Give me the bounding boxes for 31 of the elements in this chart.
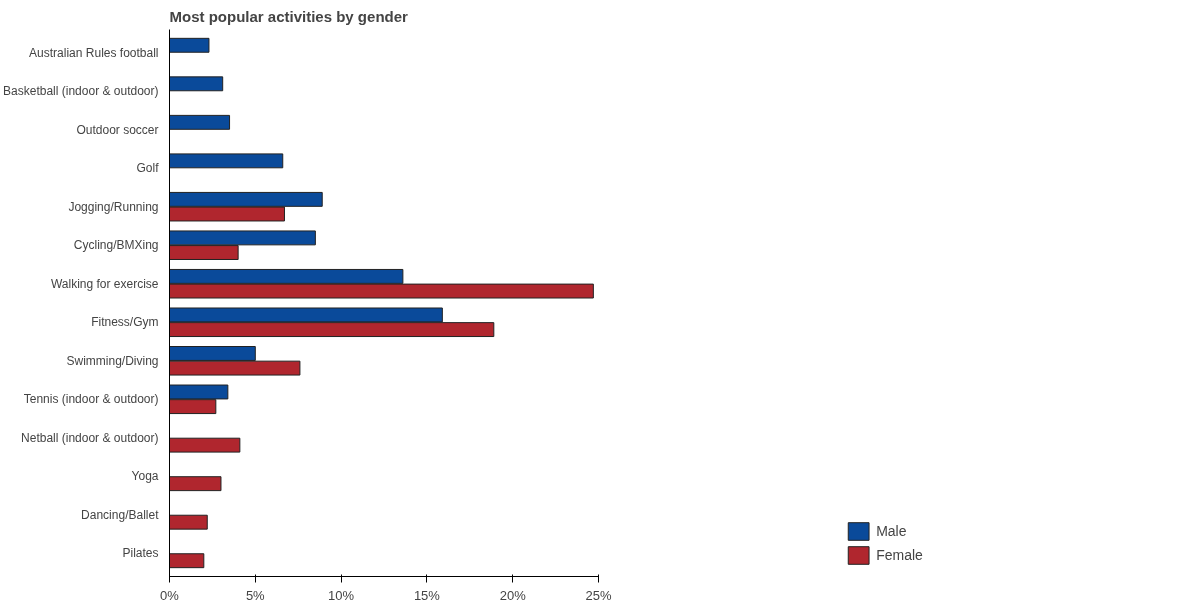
y-tick-label: Basketball (indoor & outdoor) [3, 84, 159, 99]
y-tick-label: Dancing/Ballet [81, 507, 160, 522]
chart-title: Most popular activities by gender [169, 7, 409, 25]
y-tick-label: Cycling/BMXing [73, 238, 159, 253]
y-tick-label: Swimming/Diving [66, 353, 159, 368]
y-tick-label: Australian Rules football [29, 45, 159, 60]
y-tick-label: Fitness/Gym [91, 315, 159, 330]
bar [169, 114, 231, 130]
bar [169, 553, 205, 569]
legend-label: Male [876, 523, 907, 539]
y-tick-label: Tennis (indoor & outdoor) [23, 392, 159, 407]
y-tick-label: Walking for exercise [50, 276, 159, 291]
x-tick-label: 5% [245, 587, 266, 603]
y-tick-label: Pilates [122, 546, 159, 561]
x-tick-label: 20% [499, 587, 527, 603]
bar [169, 476, 222, 492]
y-tick-label: Yoga [131, 469, 159, 484]
bar [169, 514, 208, 530]
legend-label: Female [876, 547, 923, 563]
y-tick-label: Golf [136, 161, 160, 176]
y-tick-label: Jogging/Running [68, 199, 159, 214]
bar [169, 437, 241, 453]
x-tick-label: 0% [160, 587, 180, 603]
x-tick-label: 15% [413, 587, 441, 603]
y-tick-label: Outdoor soccer [76, 122, 159, 137]
y-tick-label: Netball (indoor & outdoor) [21, 430, 159, 445]
x-tick-label: 10% [328, 587, 355, 603]
bar [169, 37, 210, 53]
bar [169, 76, 224, 92]
x-tick-label: 25% [585, 587, 612, 603]
bar [169, 153, 284, 169]
